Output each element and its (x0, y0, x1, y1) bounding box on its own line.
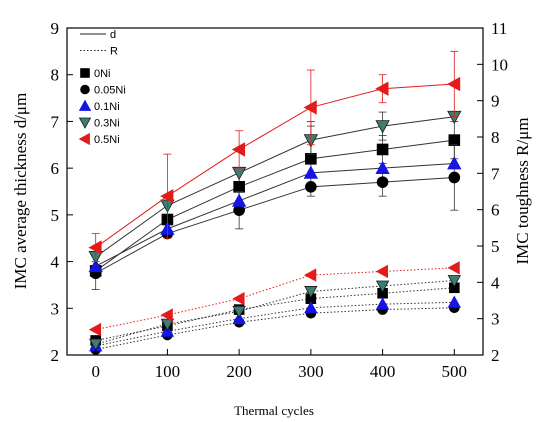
series-line-R-0.3Ni (95, 280, 455, 345)
y-right-tick-label: 7 (491, 164, 500, 183)
y-right-tick-label: 5 (491, 237, 500, 256)
y-left-tick-label: 2 (51, 346, 60, 365)
legend-label-R: R (110, 46, 118, 58)
legend-marker-0Ni (80, 68, 90, 78)
series-line-R-0.05Ni (95, 307, 455, 351)
data-point (89, 338, 103, 351)
y-right-tick-label: 11 (491, 19, 507, 38)
series-R-0.05Ni (90, 302, 460, 355)
data-point (303, 100, 317, 115)
x-tick-label: 0 (91, 362, 100, 381)
x-tick-label: 200 (226, 362, 252, 381)
y-right-tick-label: 6 (491, 201, 500, 220)
x-tick-label: 100 (155, 362, 181, 381)
data-point (448, 134, 461, 146)
y-right-tick-label: 10 (491, 55, 508, 74)
y-right-tick-label: 3 (491, 310, 500, 329)
data-point (232, 305, 246, 319)
data-point (231, 142, 246, 157)
data-point (376, 176, 389, 188)
y-right-tick-label: 2 (491, 346, 500, 365)
series-line-R-0Ni (95, 287, 455, 341)
legend-label-0.5Ni: 0.5Ni (94, 134, 120, 146)
data-point (376, 143, 389, 156)
legend-marker-0.05Ni (80, 84, 90, 95)
data-point (447, 275, 461, 288)
data-point (446, 76, 461, 92)
data-point (160, 188, 174, 204)
legend-marker-0.3Ni (78, 117, 92, 129)
legend-marker-0.1Ni (78, 99, 92, 111)
y-left-tick-label: 6 (51, 159, 60, 178)
axes: 0 100 200 300 400 500 2 3 4 5 6 7 8 9 2 3 4 5 6 7 8 9 10 11 (51, 19, 509, 381)
data-point (88, 240, 102, 255)
legend: dR 0Ni 0.05Ni 0.1Ni 0.3Ni 0.5Ni (78, 29, 126, 146)
data-point (448, 171, 461, 184)
y-right-tick-label: 4 (491, 273, 500, 292)
y-left-tick-label: 7 (51, 112, 60, 131)
legend-marker-0.5Ni (78, 132, 90, 146)
data-point (88, 258, 103, 273)
data-point (375, 81, 389, 96)
data-point (447, 156, 462, 170)
data-point (160, 318, 175, 331)
series-line-R-0.1Ni (95, 301, 455, 347)
series-d-0Ni (89, 121, 461, 291)
data-point (304, 300, 318, 314)
legend-label-0.1Ni: 0.1Ni (94, 101, 120, 113)
x-tick-label: 300 (298, 362, 324, 381)
series-line-R-0.5Ni (95, 267, 455, 331)
series-R-0Ni (90, 282, 460, 346)
data-point (303, 165, 319, 179)
legend-label-0.3Ni: 0.3Ni (94, 118, 120, 130)
data-point (305, 181, 317, 193)
series-line-d-0.5Ni (95, 83, 455, 248)
data-point (88, 322, 102, 337)
series-R-0.3Ni (89, 275, 461, 351)
data-point (375, 297, 390, 310)
data-point (233, 181, 245, 193)
series-line-d-0Ni (95, 139, 455, 272)
y-right-tick-label: 8 (491, 128, 500, 147)
data-point (375, 280, 390, 293)
y-left-tick-label: 4 (51, 253, 60, 272)
data-point (305, 153, 317, 165)
y-left-tick-label: 5 (51, 206, 60, 225)
x-tick-label: 400 (370, 362, 396, 381)
series-d-0.1Ni (88, 156, 462, 273)
y-left-tick-label: 3 (51, 299, 60, 318)
data-point (375, 120, 390, 134)
series-R-0.5Ni (88, 261, 460, 337)
series-d-0.3Ni (88, 110, 462, 265)
legend-label-d: d (110, 29, 116, 41)
y-left-tick-label: 8 (51, 66, 60, 85)
data-point (304, 268, 317, 282)
legend-label-0Ni: 0Ni (94, 68, 111, 80)
series-line-d-0.3Ni (95, 116, 455, 258)
legend-label-0.05Ni: 0.05Ni (94, 85, 126, 97)
data-point (304, 286, 318, 299)
y-axis-right-title: IMC toughness R/μm (513, 117, 532, 264)
data-point (232, 292, 245, 306)
data-point (231, 193, 247, 207)
data-point (447, 261, 460, 275)
plot-frame (66, 27, 484, 356)
data-point (160, 308, 173, 322)
x-tick-label: 500 (442, 362, 468, 381)
x-axis-title: Thermal cycles (234, 403, 314, 418)
series-d-0.05Ni (89, 144, 461, 280)
series-d-0.5Ni (88, 50, 461, 262)
data-point (447, 295, 461, 308)
data-point (375, 264, 388, 279)
data-point (231, 166, 247, 181)
series-line-d-0.1Ni (95, 162, 455, 267)
data-point (375, 160, 390, 175)
y-axis-left-title: IMC average thickness d/μm (11, 93, 30, 290)
y-left-tick-label: 9 (51, 19, 60, 38)
plot-area (88, 50, 462, 355)
y-right-tick-label: 9 (491, 92, 500, 111)
series-line-d-0.05Ni (95, 176, 455, 274)
